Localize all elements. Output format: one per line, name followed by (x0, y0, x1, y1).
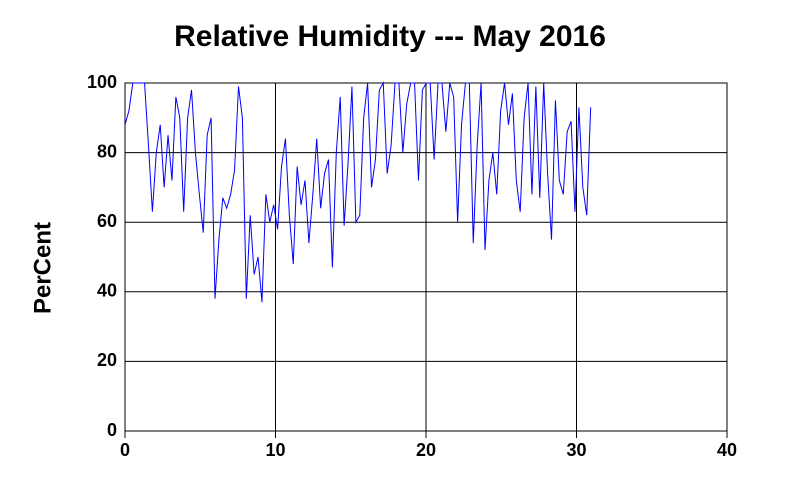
x-tick-label: 40 (717, 440, 737, 460)
y-axis-label: PerCent (29, 222, 56, 314)
x-tick-label: 30 (566, 440, 586, 460)
y-tick-label: 20 (97, 350, 117, 370)
chart-title: Relative Humidity --- May 2016 (174, 20, 606, 53)
x-tick-label: 20 (416, 440, 436, 460)
data-line (124, 81, 592, 303)
x-tick-label: 10 (265, 440, 285, 460)
y-tick-label: 100 (87, 72, 117, 92)
y-tick-label: 0 (107, 420, 117, 440)
y-tick-label: 80 (97, 141, 117, 161)
y-tick-label: 40 (97, 281, 117, 301)
y-tick-label: 60 (97, 211, 117, 231)
x-tick-label: 0 (120, 440, 130, 460)
